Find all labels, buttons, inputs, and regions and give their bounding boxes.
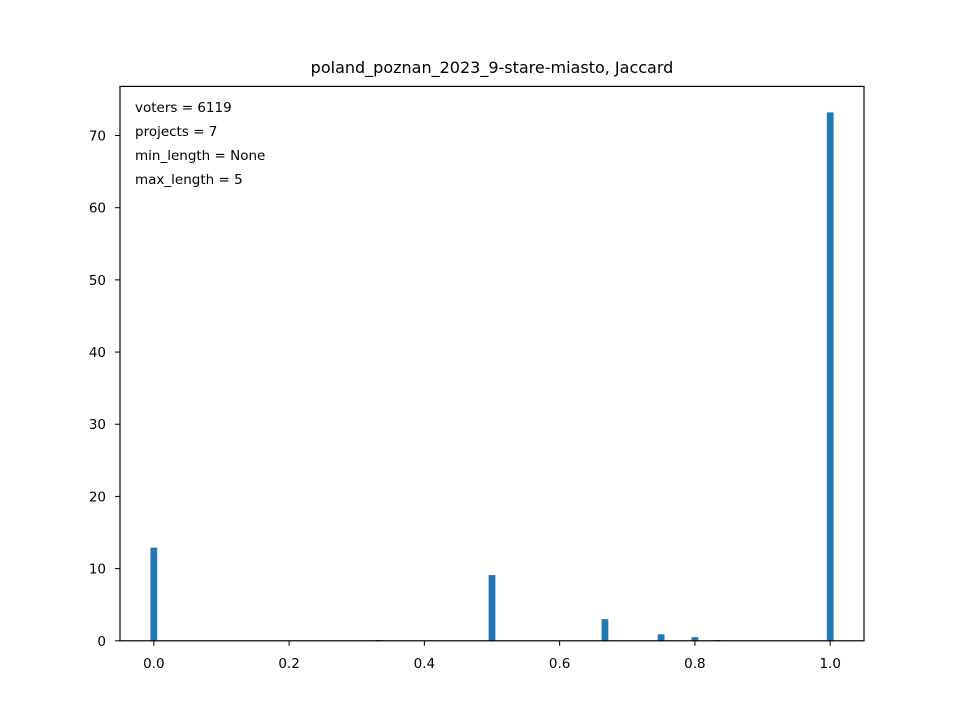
y-tick-label: 0 — [97, 634, 106, 650]
y-tick-label: 40 — [89, 345, 106, 361]
x-tick-label: 0.2 — [278, 656, 299, 672]
annotation-min-length: min_length = None — [135, 148, 265, 164]
x-tick-label: 0.6 — [549, 656, 570, 672]
y-tick-label: 60 — [89, 201, 106, 217]
annotation-box: voters = 6119 projects = 7 min_length = … — [135, 100, 265, 188]
annotation-voters: voters = 6119 — [135, 100, 232, 116]
x-tick-label: 0.4 — [414, 656, 435, 672]
histogram-bar-5 — [691, 637, 699, 641]
histogram-bar-3 — [601, 619, 609, 641]
x-axis: 0.0 0.2 0.4 0.6 0.8 1.0 — [143, 640, 841, 672]
y-axis: 0 10 20 30 40 50 60 70 — [89, 128, 120, 650]
histogram-bar-4 — [657, 634, 665, 641]
y-tick-label: 10 — [89, 562, 106, 578]
histogram-bar-7 — [826, 112, 834, 641]
y-tick-label: 30 — [89, 417, 106, 433]
annotation-max-length: max_length = 5 — [135, 172, 243, 188]
y-tick-label: 20 — [89, 489, 106, 505]
y-tick-label: 70 — [89, 128, 106, 144]
plot-frame — [119, 85, 865, 642]
annotation-projects: projects = 7 — [135, 124, 217, 140]
x-tick-label: 0.0 — [143, 656, 164, 672]
x-tick-label: 0.8 — [684, 656, 705, 672]
x-tick-label: 1.0 — [819, 656, 840, 672]
y-tick-label: 50 — [89, 273, 106, 289]
histogram-bar-0 — [150, 547, 158, 641]
histogram-bar-2 — [488, 575, 496, 641]
chart-title: poland_poznan_2023_9-stare-miasto, Jacca… — [311, 58, 674, 78]
bars-layer — [150, 112, 834, 641]
